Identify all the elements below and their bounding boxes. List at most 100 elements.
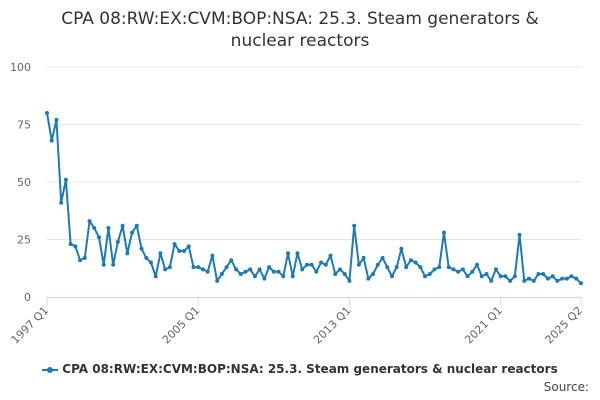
data-point	[564, 276, 569, 281]
data-point	[342, 272, 347, 276]
data-point	[413, 260, 418, 265]
data-point	[205, 269, 210, 274]
data-point	[224, 265, 229, 270]
legend[interactable]: CPA 08:RW:EX:CVM:BOP:NSA: 25.3. Steam ge…	[0, 362, 600, 376]
data-point	[423, 274, 428, 279]
data-point	[248, 267, 253, 272]
x-tick-label: 2005 Q1	[160, 304, 203, 347]
data-point	[347, 278, 352, 283]
data-point	[333, 272, 338, 276]
data-point	[134, 223, 139, 228]
data-point	[418, 265, 423, 270]
x-tick-label: 1997 Q1	[9, 304, 52, 347]
data-point	[394, 265, 399, 270]
data-point	[545, 276, 550, 281]
data-point	[309, 262, 314, 267]
data-point	[503, 274, 508, 279]
data-point	[323, 262, 328, 267]
data-point	[536, 272, 541, 276]
data-point	[271, 269, 276, 274]
y-tick-label: 25	[17, 234, 31, 247]
data-point	[281, 274, 286, 279]
data-point	[356, 262, 361, 267]
data-point	[238, 272, 243, 276]
data-point	[522, 278, 527, 283]
data-point	[153, 274, 158, 279]
data-point	[300, 267, 305, 272]
data-point	[337, 267, 342, 272]
data-point	[210, 253, 215, 258]
data-point	[82, 255, 87, 260]
data-point	[186, 244, 191, 249]
data-point	[45, 111, 49, 115]
data-point	[361, 255, 366, 260]
data-point	[49, 138, 54, 143]
data-point	[479, 274, 484, 279]
chart-title-line-1: CPA 08:RW:EX:CVM:BOP:NSA: 25.3. Steam ge…	[61, 9, 539, 29]
data-point	[456, 269, 461, 274]
data-point	[531, 278, 536, 283]
data-point	[73, 244, 78, 249]
data-point	[106, 226, 111, 230]
data-point	[229, 258, 234, 263]
data-point	[408, 258, 413, 263]
data-point	[550, 274, 555, 279]
data-point	[493, 267, 498, 272]
data-point	[101, 262, 106, 267]
data-point	[385, 265, 390, 270]
data-point	[63, 177, 68, 182]
data-point	[527, 276, 532, 281]
data-point	[257, 267, 262, 272]
data-point	[125, 251, 130, 256]
data-point	[541, 272, 546, 276]
data-point	[314, 269, 319, 274]
series-line	[46, 112, 582, 284]
data-point	[304, 262, 309, 267]
data-point	[295, 251, 300, 256]
y-tick-label: 75	[17, 119, 31, 132]
data-point	[475, 262, 480, 267]
data-point	[267, 265, 272, 270]
data-point	[404, 265, 409, 270]
data-point	[465, 274, 470, 279]
data-point	[399, 246, 404, 251]
data-point	[560, 276, 565, 281]
data-point	[579, 281, 583, 286]
data-point	[512, 274, 517, 279]
data-point	[148, 260, 153, 265]
data-point	[54, 117, 59, 122]
data-point	[366, 276, 371, 281]
y-tick-label: 50	[17, 176, 31, 189]
data-point	[437, 265, 442, 270]
data-point	[555, 278, 560, 283]
data-point	[196, 265, 201, 270]
data-point	[144, 255, 149, 260]
data-point	[243, 269, 248, 274]
data-point	[286, 251, 291, 256]
data-point	[290, 274, 295, 279]
data-point	[167, 265, 172, 270]
data-point	[427, 272, 432, 276]
chart-title: CPA 08:RW:EX:CVM:BOP:NSA: 25.3. Steam ge…	[0, 8, 600, 52]
data-point	[262, 276, 267, 281]
x-tick-label: 2013 Q1	[311, 304, 354, 347]
data-point	[489, 278, 494, 283]
data-point	[234, 267, 239, 272]
data-point	[177, 249, 182, 253]
data-point	[219, 272, 224, 276]
data-point	[115, 239, 120, 244]
y-tick-label: 0	[24, 291, 31, 304]
data-point	[200, 267, 205, 272]
data-point	[139, 246, 144, 251]
data-point	[96, 235, 101, 240]
data-point	[158, 251, 163, 256]
x-tick-label: 2021 Q1	[462, 304, 505, 347]
data-point	[120, 223, 125, 228]
legend-swatch	[42, 365, 59, 375]
data-point	[78, 258, 83, 263]
data-point	[508, 278, 513, 283]
data-point	[432, 267, 437, 272]
legend-label: CPA 08:RW:EX:CVM:BOP:NSA: 25.3. Steam ge…	[62, 362, 558, 376]
data-point	[87, 219, 92, 224]
